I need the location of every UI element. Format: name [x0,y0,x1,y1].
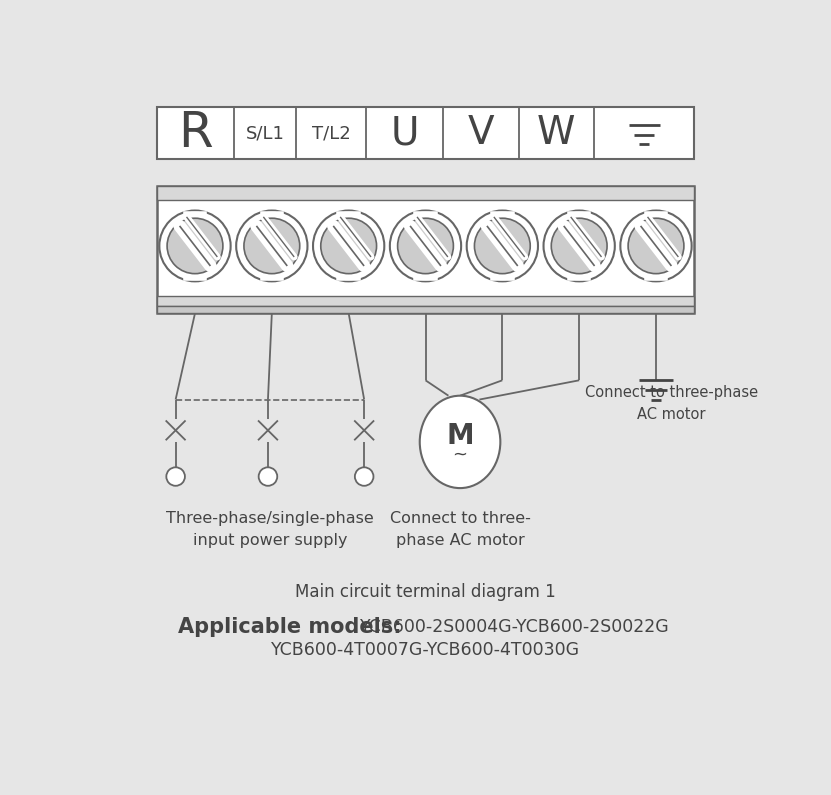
Text: T/L2: T/L2 [312,124,351,142]
Circle shape [160,211,231,281]
Text: Main circuit terminal diagram 1: Main circuit terminal diagram 1 [295,583,556,601]
Ellipse shape [420,396,500,488]
Circle shape [390,211,461,281]
Circle shape [321,218,376,273]
Text: U: U [391,114,419,152]
Text: W: W [537,114,575,152]
Circle shape [543,211,615,281]
Text: R: R [178,109,213,157]
Circle shape [313,211,384,281]
Bar [156,305,695,313]
Text: S/L1: S/L1 [246,124,284,142]
Circle shape [551,218,607,273]
Text: YCB600-4T0007G-YCB600-4T0030G: YCB600-4T0007G-YCB600-4T0030G [271,641,580,659]
Text: Connect to three-phase
AC motor: Connect to three-phase AC motor [585,385,758,422]
Circle shape [258,467,278,486]
Bar [156,186,695,313]
Text: M: M [446,421,474,450]
Text: V: V [468,114,494,152]
Text: ~: ~ [453,445,468,463]
Circle shape [628,218,684,273]
Text: YCB600-2S0004G-YCB600-2S0022G: YCB600-2S0004G-YCB600-2S0022G [360,618,670,636]
Circle shape [397,218,454,273]
Circle shape [244,218,300,273]
Circle shape [467,211,538,281]
Bar [156,107,695,159]
Text: Connect to three-
phase AC motor: Connect to three- phase AC motor [390,511,530,549]
Bar [156,297,695,305]
Circle shape [167,218,223,273]
Circle shape [621,211,691,281]
Circle shape [355,467,373,486]
Text: Applicable models:: Applicable models: [178,617,401,637]
Circle shape [236,211,307,281]
Bar [156,186,695,200]
Circle shape [475,218,530,273]
Circle shape [166,467,185,486]
Text: Three-phase/single-phase
input power supply: Three-phase/single-phase input power sup… [166,511,374,549]
